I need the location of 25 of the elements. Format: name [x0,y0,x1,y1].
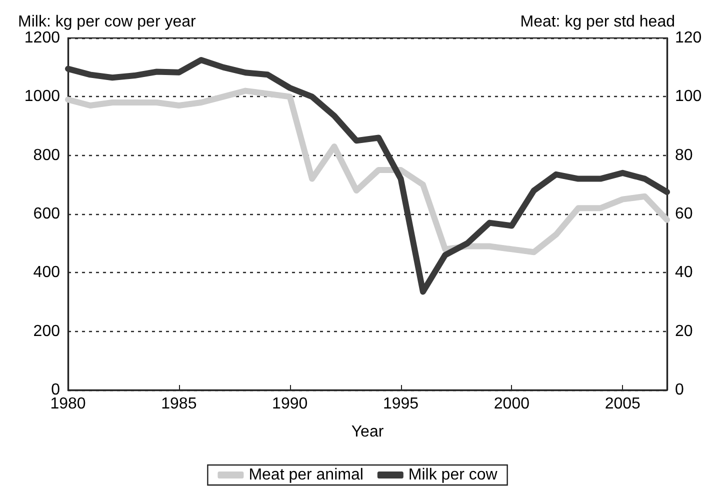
x-tick-label: 1995 [382,396,419,412]
y2-tick-label: 80 [675,146,693,164]
y2-tick-label: 60 [675,206,693,222]
x-tick-label: 1980 [50,396,86,412]
y-tick-label: 600 [33,206,60,222]
legend-label: Milk per cow [408,466,498,484]
y2-tick-label: 40 [675,264,693,282]
y2-tick-label: 0 [675,382,684,398]
y2-tick-label: 120 [675,30,702,46]
y-tick-label: 0 [51,382,60,398]
y-tick-label: 400 [33,264,60,282]
y-tick-label: 1000 [24,88,60,106]
y-tick-label: 1200 [24,30,60,46]
x-tick-label: 2005 [604,396,641,412]
y2-tick-label: 100 [675,88,702,106]
y2-axis-title: Meat: kg per std head [520,14,675,30]
x-axis-title: Year [351,424,384,440]
x-tick-label: 1985 [161,396,197,412]
y-tick-label: 800 [33,146,60,164]
x-tick-label: 1990 [272,396,308,412]
x-tick-label: 2000 [494,396,530,412]
legend-label: Meat per animal [248,466,364,484]
y-axis-title: Milk: kg per cow per year [18,14,197,30]
y-tick-label: 200 [33,322,60,340]
y2-tick-label: 20 [675,322,693,340]
